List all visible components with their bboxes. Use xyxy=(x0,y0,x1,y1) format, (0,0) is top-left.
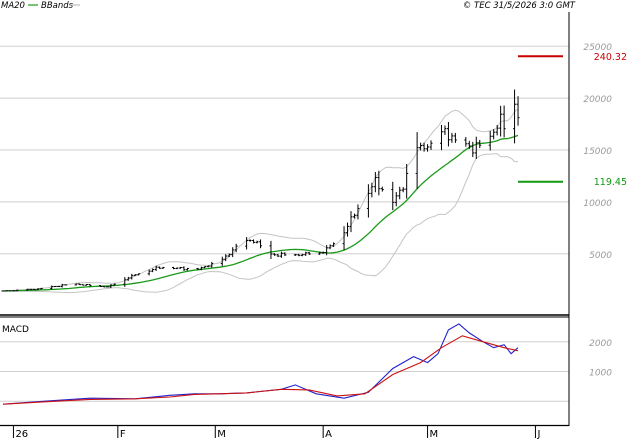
price-bars xyxy=(1,89,520,292)
macd-line xyxy=(2,323,519,405)
copyright-text: © TEC 31/5/2026 3:0 GMT xyxy=(463,1,576,11)
legend-ma20-label: MA20 xyxy=(1,1,25,11)
legend-bbands-label: BBands xyxy=(41,1,74,11)
price-y-tick-label: 25000 xyxy=(583,43,612,53)
macd-lines xyxy=(2,323,519,405)
ma20-line xyxy=(2,134,519,292)
resistance-level-label: 240.32 xyxy=(594,52,627,63)
price-y-tick-label: 5000 xyxy=(589,251,612,261)
ma20-line-group xyxy=(2,134,519,292)
bollinger-bands xyxy=(2,108,519,294)
x-tick-label: M xyxy=(217,429,226,440)
x-tick-label: A xyxy=(325,429,332,440)
grid-lines xyxy=(0,45,569,402)
price-y-tick-label: 15000 xyxy=(583,147,612,157)
macd-title: MACD xyxy=(2,325,29,335)
bband-upper-line xyxy=(2,108,519,292)
price-y-tick-label: 10000 xyxy=(583,199,612,209)
support-level-label: 119.45 xyxy=(594,177,627,188)
panel-frames xyxy=(0,12,570,438)
macd-y-tick-label: 1000 xyxy=(589,368,612,378)
price-levels xyxy=(518,55,563,183)
x-tick-label: 26 xyxy=(15,429,28,440)
bband-lower-line xyxy=(2,153,519,294)
x-tick-label: M xyxy=(430,429,439,440)
x-tick-label: J xyxy=(536,429,540,440)
x-tick-label: F xyxy=(120,429,126,440)
price-y-tick-label: 20000 xyxy=(583,95,612,105)
signal-line xyxy=(2,335,519,405)
macd-y-tick-label: 2000 xyxy=(589,339,612,349)
